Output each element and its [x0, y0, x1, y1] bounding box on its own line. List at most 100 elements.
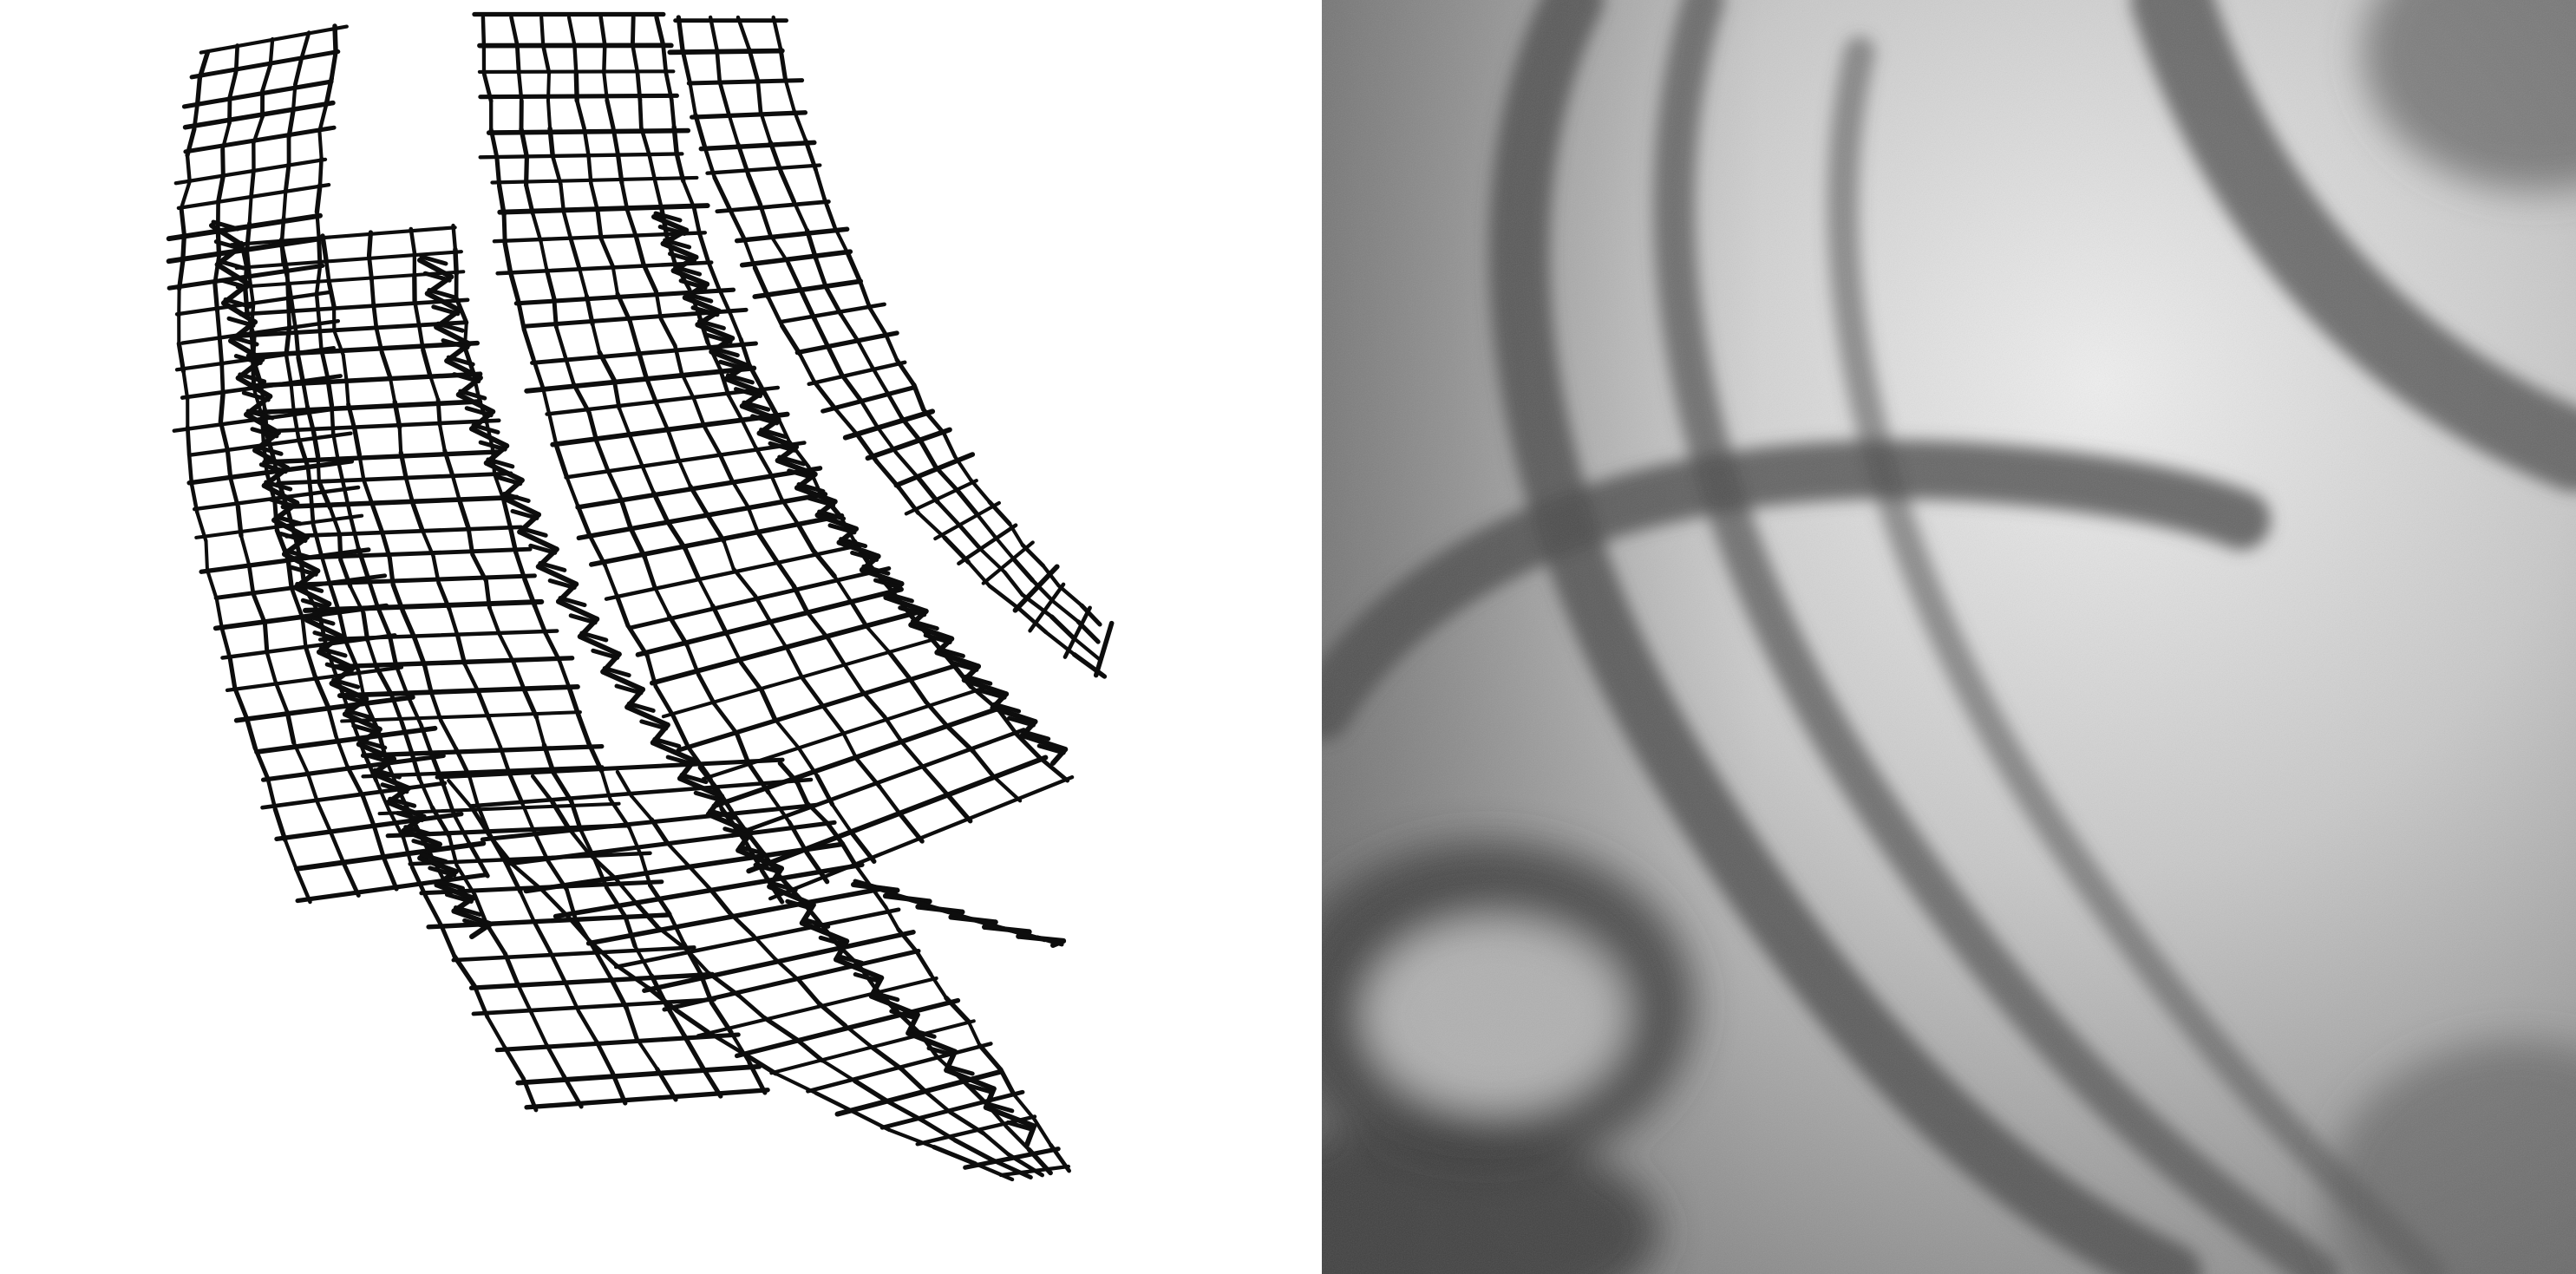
grid-lane	[685, 948, 711, 976]
grid-lane	[611, 265, 620, 296]
seam-stroke	[1019, 733, 1069, 752]
grid-lane	[858, 279, 873, 310]
grid-lane	[487, 716, 502, 749]
grid-rung	[181, 79, 334, 109]
grid-lane	[726, 393, 745, 423]
grid-lane	[1020, 542, 1045, 568]
seam-tick	[734, 387, 762, 399]
grid-lane	[591, 322, 602, 355]
grid-lane	[655, 1067, 678, 1102]
grid-lane	[220, 121, 232, 152]
seam-tick	[351, 723, 381, 735]
grid-lane	[608, 976, 630, 1011]
grid-lane	[840, 730, 860, 761]
grid-rung	[468, 971, 716, 990]
grid-lane	[502, 1045, 526, 1081]
grid-lane	[712, 702, 739, 735]
grid-lane	[454, 746, 472, 780]
grid-lane	[947, 1109, 986, 1136]
seam-tick	[801, 917, 831, 929]
seam-tick	[306, 614, 336, 626]
seam-tick	[435, 321, 465, 333]
grid-lane	[746, 760, 771, 795]
grid-lane	[1014, 731, 1042, 760]
grid-lane	[332, 23, 338, 55]
grid-lane	[296, 436, 311, 470]
grid-lane	[628, 526, 648, 560]
grid-lane	[653, 683, 677, 719]
grid-lane	[768, 471, 784, 501]
grid-lane	[842, 663, 865, 694]
grid-lane	[244, 715, 258, 751]
grid-rung	[904, 479, 978, 516]
grid-lane	[768, 232, 791, 265]
grid-lane	[792, 108, 807, 142]
grid-lane	[204, 539, 210, 572]
seam-tick	[977, 688, 1007, 700]
seam-tick	[614, 683, 644, 696]
grid-lane	[618, 497, 633, 531]
grid-rung	[957, 523, 1018, 566]
grid-lane	[518, 890, 536, 924]
grid-lane	[968, 477, 992, 504]
grid-lane	[532, 830, 550, 863]
grid-lane	[179, 206, 186, 238]
seam-tick	[768, 441, 797, 453]
grid-band-4	[667, 15, 1115, 679]
grid-lane	[262, 620, 270, 656]
grid-lane	[324, 75, 334, 108]
grid-lane	[886, 1127, 937, 1149]
seam-tick	[388, 796, 417, 808]
grid-lane	[421, 347, 433, 377]
grid-lane	[870, 1045, 905, 1072]
grid-lane	[186, 453, 194, 487]
grid-lane	[727, 206, 747, 241]
grid-lane	[771, 15, 783, 51]
seam-stroke	[228, 338, 265, 363]
grid-lane	[696, 672, 716, 706]
grid-lane	[710, 603, 729, 637]
seam-tick	[568, 613, 598, 625]
grid-lane	[494, 155, 502, 188]
seam-stroke	[434, 882, 476, 901]
grid-lane	[988, 1156, 1033, 1180]
seam-tick	[471, 422, 500, 434]
grid-lane	[855, 433, 879, 465]
grid-lane	[539, 239, 549, 272]
grid-lane	[586, 410, 599, 444]
grid-lane	[189, 481, 199, 515]
grid-lane	[369, 278, 376, 306]
grid-lane	[885, 1099, 926, 1124]
grid-lane	[283, 161, 291, 193]
grid-lane	[810, 548, 837, 578]
seam-tick	[807, 495, 836, 507]
grid-lane	[804, 800, 829, 826]
grid-lane	[615, 769, 634, 798]
grid-lane	[966, 560, 991, 588]
grid-lane	[848, 599, 869, 630]
grid-lane	[481, 15, 487, 48]
seam-tick	[602, 666, 631, 678]
seam-tick	[850, 550, 879, 562]
grid-lane	[705, 258, 721, 290]
grid-lane	[403, 475, 415, 506]
grid-lane	[326, 280, 337, 310]
seam-tick	[684, 291, 714, 304]
grid-rung	[317, 629, 559, 642]
grid-lane	[794, 1036, 825, 1063]
grid-lane	[654, 290, 664, 321]
grid-lane	[195, 510, 208, 544]
grid-lane	[294, 330, 301, 360]
seam-stroke	[455, 392, 496, 415]
grid-lane	[338, 558, 353, 589]
grid-lane	[484, 578, 492, 611]
grid-lane	[753, 593, 774, 625]
grid-lane	[693, 112, 708, 149]
grid-lane	[217, 336, 225, 369]
grid-lane	[758, 202, 773, 237]
grid-lane	[324, 257, 331, 285]
grid-lane	[716, 451, 735, 482]
grid-lane	[814, 1091, 856, 1114]
grid-lane	[625, 623, 650, 658]
seam-tick	[665, 755, 695, 767]
